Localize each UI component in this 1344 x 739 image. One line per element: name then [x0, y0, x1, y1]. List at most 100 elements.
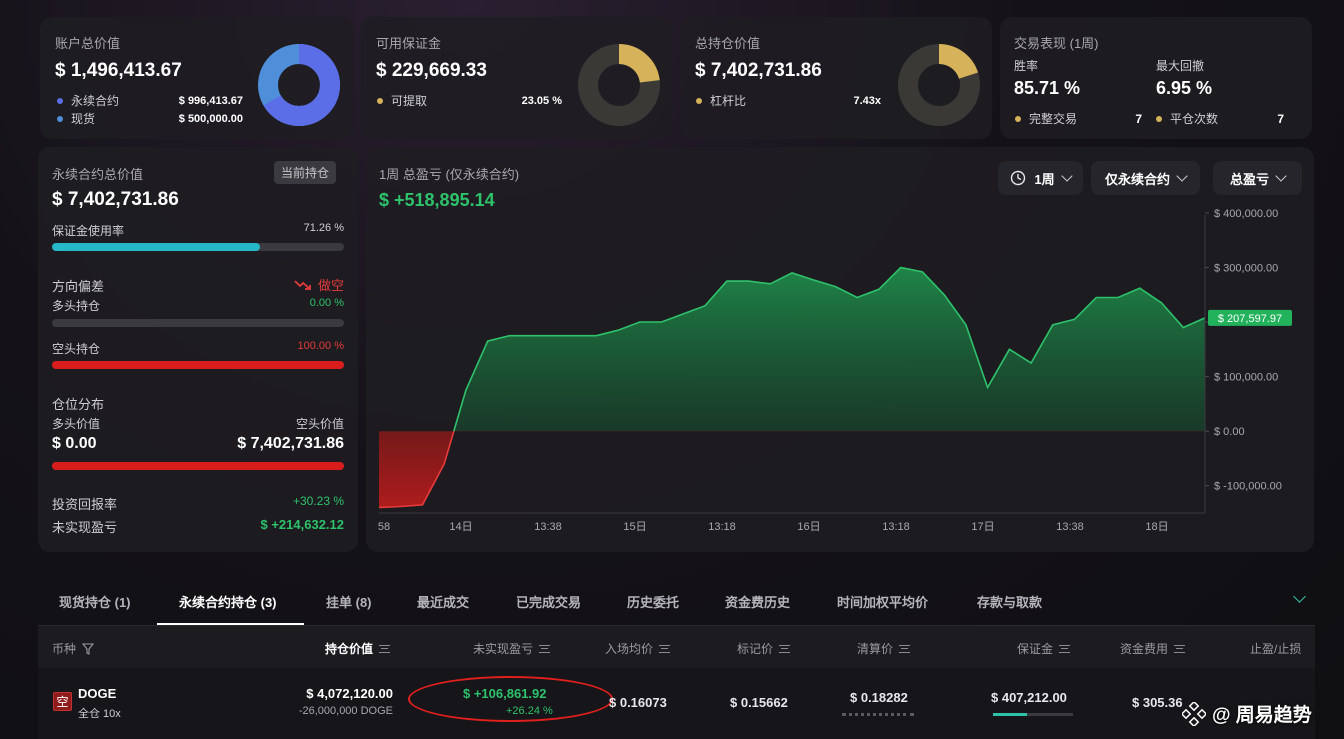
x-tick-label: 13:38	[534, 521, 562, 533]
leverage-row: 杠杆比 7.43x	[696, 92, 881, 109]
tab-twap[interactable]: 时间加权平均价	[837, 595, 929, 610]
account-value-card: 账户总价值 $ 1,496,413.67 永续合约 $ 996,413.67 现…	[40, 17, 354, 139]
win-rate-label: 胜率	[1014, 59, 1039, 73]
period-select[interactable]: 1周	[998, 161, 1083, 195]
total-position-title: 总持仓价值	[695, 36, 761, 51]
position-value: $ 4,072,120.00	[306, 686, 393, 701]
close-count-value: 7	[1277, 111, 1284, 126]
pnl-chart-value: $ +518,895.14	[379, 190, 495, 210]
margin-donut-chart	[578, 44, 660, 126]
header-entry-label: 入场均价	[605, 642, 654, 656]
complete-trades-dot-icon	[1015, 115, 1021, 122]
max-drawdown-value: 6.95 %	[1156, 78, 1213, 98]
upnl-highlight-ellipse	[408, 676, 613, 722]
bias-label: 方向偏差	[52, 279, 105, 294]
filter-icon[interactable]	[82, 642, 95, 655]
collapse-chevron-icon[interactable]	[1293, 590, 1306, 603]
tab-completed-trades[interactable]: 已完成交易	[516, 595, 582, 610]
table-header-row	[38, 626, 1315, 668]
account-donut-chart	[258, 44, 340, 126]
sort-icon[interactable]	[379, 644, 391, 653]
long-position-label: 多头持仓	[52, 299, 101, 313]
tab-recent-fills[interactable]: 最近成交	[417, 595, 470, 610]
margin-value: $ 229,669.33	[376, 60, 487, 81]
header-margin[interactable]: 保证金	[1017, 640, 1071, 657]
account-value-title: 账户总价值	[55, 36, 121, 51]
position-donut-chart	[898, 44, 980, 126]
tab-order-history[interactable]: 历史委托	[627, 595, 680, 610]
x-tick-label: 17日	[971, 521, 994, 533]
withdrawable-dot-icon	[377, 97, 383, 104]
watermark: @ 周易趋势	[1182, 700, 1312, 727]
y-tick-label: $ 400,000.00	[1214, 208, 1278, 220]
header-coin[interactable]: 币种	[52, 640, 95, 657]
sort-icon[interactable]	[1059, 644, 1071, 653]
margin-title: 可用保证金	[376, 36, 442, 51]
margin-usage-value: 71.26 %	[303, 222, 344, 234]
short-position-value: 100.00 %	[297, 340, 344, 352]
sort-icon[interactable]	[1174, 644, 1186, 653]
performance-card: 交易表现 (1周) 胜率 85.71 % 最大回撤 6.95 % 完整交易 7 …	[1000, 17, 1312, 139]
pnl-chart-card: 1周 总盈亏 (仅永续合约) $ +518,895.14 1周 仅永续合约 总盈…	[366, 147, 1314, 552]
y-tick-label: $ -100,000.00	[1214, 481, 1282, 493]
tab-deposits-withdrawals[interactable]: 存款与取款	[977, 595, 1043, 610]
perp-value: $ 7,402,731.86	[52, 189, 179, 210]
long-value: $ 0.00	[52, 435, 97, 452]
metric-select[interactable]: 总盈亏	[1213, 161, 1302, 195]
margin-mode: 全仓 10x	[78, 708, 121, 720]
header-tpsl[interactable]: 止盈/止损	[1250, 642, 1302, 656]
complete-trades-value: 7	[1135, 111, 1142, 126]
x-tick-label: 16日	[797, 521, 820, 533]
x-tick-label: 58	[378, 521, 390, 533]
current-position-badge[interactable]: 当前持仓	[274, 161, 337, 184]
current-value-tag	[1208, 309, 1292, 326]
margin-usage-bar	[52, 243, 344, 251]
sort-icon[interactable]	[779, 644, 791, 653]
total-position-value: $ 7,402,731.86	[695, 60, 822, 81]
x-tick-label: 13:38	[1056, 521, 1084, 533]
spot-dot-icon	[57, 115, 63, 122]
bias-indicator: 做空	[294, 275, 344, 294]
metric-select-value: 总盈亏	[1229, 171, 1269, 187]
short-value: $ 7,402,731.86	[237, 435, 344, 452]
sort-icon[interactable]	[659, 644, 671, 653]
table-row[interactable]: 空 DOGE 全仓 10x $ 4,072,120.00 -26,000,000…	[38, 668, 1315, 739]
upnl-value: $ +214,632.12	[260, 517, 345, 532]
header-position-value[interactable]: 持仓价值	[325, 640, 391, 657]
position-size: -26,000,000 DOGE	[298, 705, 393, 717]
market-filter-select[interactable]: 仅永续合约	[1091, 161, 1200, 195]
tab-open-orders[interactable]: 挂单 (8)	[326, 595, 372, 610]
y-tick-label: $ 0.00	[1214, 426, 1245, 438]
leverage-label: 杠杆比	[710, 94, 747, 108]
header-upnl[interactable]: 未实现盈亏	[473, 640, 551, 657]
long-position-bar	[52, 319, 344, 327]
margin-bar	[993, 713, 1073, 716]
header-funding[interactable]: 资金费用	[1120, 640, 1186, 657]
pnl-area-chart: $ 400,000.00 $ 300,000.00 $ 100,000.00 $ 0.…	[378, 208, 1292, 533]
binance-logo-icon	[1182, 701, 1206, 726]
trend-down-icon	[294, 279, 311, 290]
x-tick-label: 18日	[1145, 521, 1168, 533]
account-row-spot-value: $ 500,000.00	[178, 112, 243, 125]
max-drawdown-label: 最大回撤	[1156, 59, 1205, 73]
header-mark-price[interactable]: 标记价	[737, 640, 791, 657]
sort-icon[interactable]	[539, 644, 551, 653]
distribution-label: 仓位分布	[52, 397, 105, 412]
short-position-label: 空头持仓	[52, 342, 101, 356]
y-tick-label: $ 100,000.00	[1214, 372, 1278, 384]
tab-spot-positions[interactable]: 现货持仓 (1)	[59, 595, 131, 610]
coin-name[interactable]: DOGE	[78, 686, 117, 701]
current-value-label: $ 207,597.97	[1218, 313, 1282, 325]
header-liq-price[interactable]: 清算价	[857, 640, 911, 657]
leverage-dot-icon	[696, 97, 702, 104]
watermark-text: @ 周易趋势	[1212, 705, 1312, 726]
total-position-card: 总持仓价值 $ 7,402,731.86 杠杆比 7.43x	[681, 17, 992, 139]
x-tick-label: 13:18	[882, 521, 910, 533]
header-entry-price[interactable]: 入场均价	[605, 640, 671, 657]
x-tick-label: 14日	[449, 521, 472, 533]
sort-icon[interactable]	[899, 644, 911, 653]
tab-perp-positions[interactable]: 永续合约持仓 (3)	[179, 595, 277, 610]
short-value-label: 空头价值	[295, 417, 344, 431]
tab-funding-history[interactable]: 资金费历史	[725, 595, 791, 610]
period-select-value: 1周	[1034, 171, 1055, 187]
